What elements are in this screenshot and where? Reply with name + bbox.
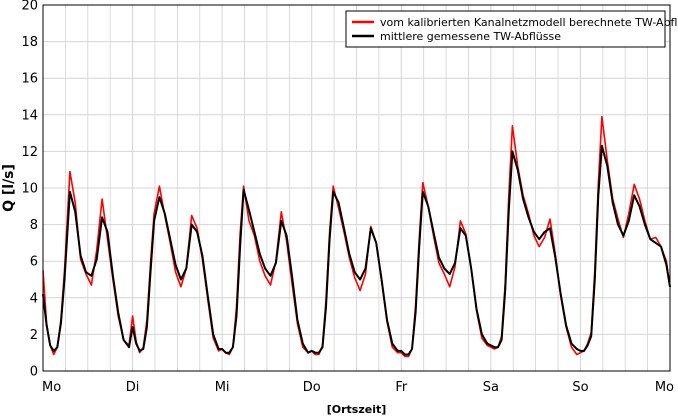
series-line-measured xyxy=(42,144,671,356)
x-tick-label: Mo xyxy=(655,380,674,395)
x-tick-label: So xyxy=(572,380,588,395)
y-axis-label: Q [l/s] xyxy=(1,164,17,212)
x-tick-label: Sa xyxy=(483,380,499,395)
y-tick-label: 20 xyxy=(21,0,38,14)
plot-frame xyxy=(42,4,671,372)
y-tick-label: 16 xyxy=(21,72,38,87)
legend-entry-red: vom kalibrierten Kanalnetzmodell berechn… xyxy=(380,16,678,29)
series-layer xyxy=(42,115,671,358)
y-tick-label: 14 xyxy=(21,108,38,123)
y-tick-label: 6 xyxy=(30,255,38,270)
x-axis-ticks: Mo Di Mi Do Fr Sa So Mo xyxy=(42,380,674,395)
x-tick-label: Do xyxy=(303,380,321,395)
y-tick-label: 0 xyxy=(30,365,38,380)
legend-entry-black: mittlere gemessene TW-Abflüsse xyxy=(380,30,561,43)
x-tick-label: Mi xyxy=(215,380,230,395)
x-tick-label: Di xyxy=(126,380,140,395)
y-tick-label: 4 xyxy=(30,291,38,306)
y-tick-label: 18 xyxy=(21,35,38,50)
y-tick-label: 10 xyxy=(21,182,38,197)
legend: vom kalibrierten Kanalnetzmodell berechn… xyxy=(345,10,678,48)
y-axis-ticks: 0 2 4 6 8 10 12 14 16 18 20 xyxy=(21,0,38,380)
x-tick-label: Fr xyxy=(395,380,408,395)
x-axis-label: [Ortszeit] xyxy=(327,403,387,416)
x-tick-label: Mo xyxy=(42,380,61,395)
y-tick-label: 12 xyxy=(21,145,38,160)
y-tick-label: 2 xyxy=(30,328,38,343)
legend-box xyxy=(345,10,666,48)
y-tick-label: 8 xyxy=(30,218,38,233)
